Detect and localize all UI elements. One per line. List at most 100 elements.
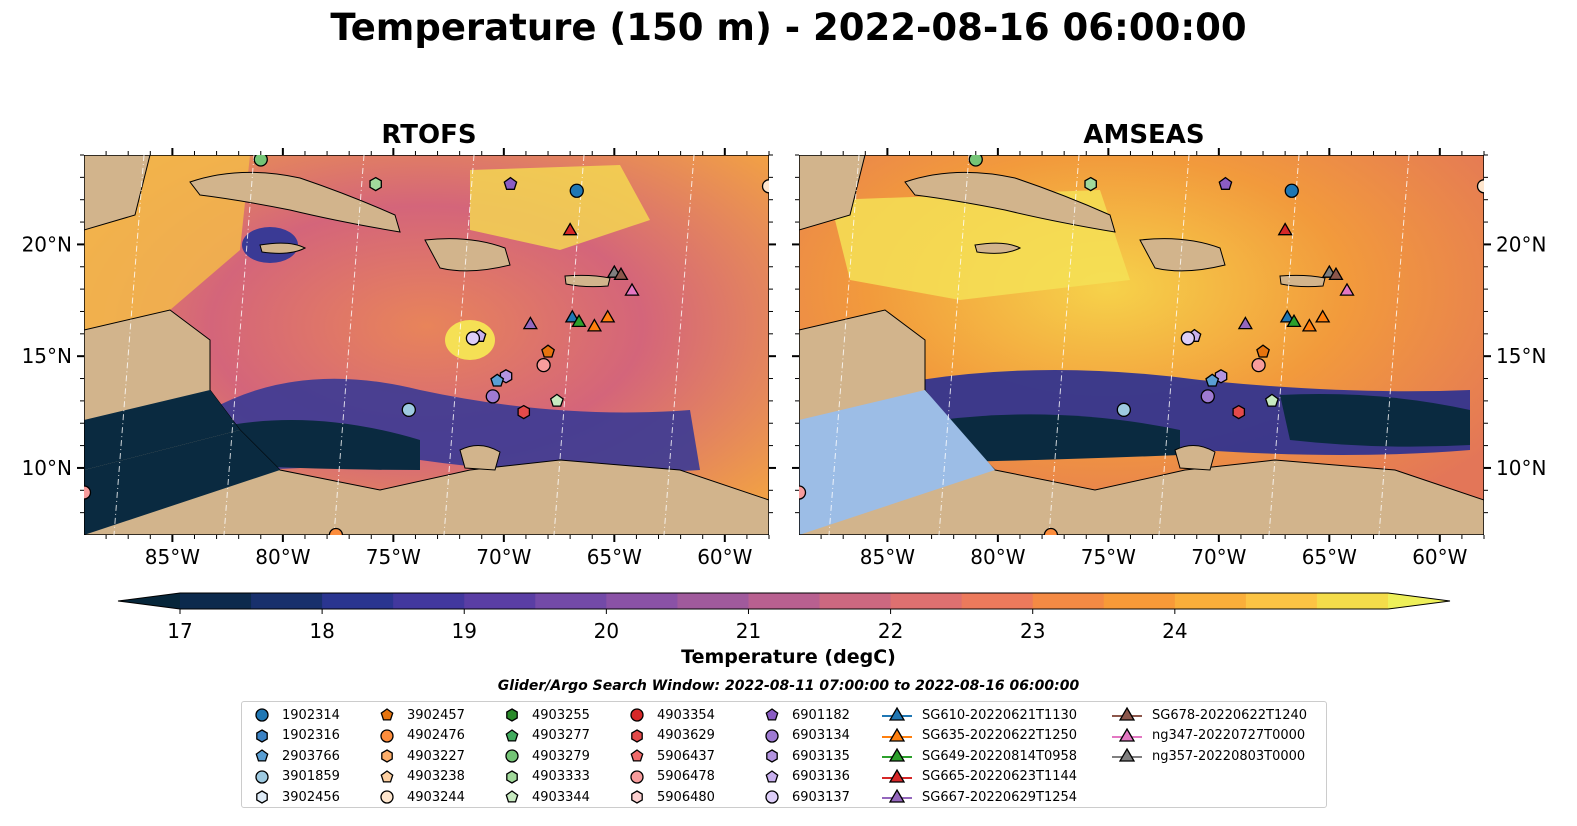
observation-marker — [1043, 527, 1059, 535]
legend-item: 6903134 — [762, 726, 850, 746]
legend-item: 4903238 — [377, 767, 465, 787]
boundary-line — [1048, 154, 1080, 536]
boundary-line — [938, 154, 970, 536]
colorbar-tick-label: 21 — [736, 619, 761, 643]
map-panel-amseas — [799, 155, 1484, 535]
legend-label: 4903333 — [532, 769, 590, 784]
pentagon-marker-icon — [765, 769, 779, 783]
observation-marker — [613, 266, 629, 281]
legend-label: 5906480 — [657, 789, 715, 805]
land-hispaniola — [424, 238, 511, 272]
circle-marker-icon — [380, 728, 394, 743]
observation-marker — [1200, 389, 1215, 404]
pentagon-marker-icon — [255, 749, 269, 762]
lon-tick-label: 65°W — [1302, 545, 1357, 569]
legend: 1902314 1902316 2903766 3901859 3902456 39024… — [241, 701, 1327, 808]
triangle-marker-icon — [1112, 727, 1142, 742]
legend-item: 4903344 — [502, 787, 590, 807]
legend-label: 4903629 — [657, 728, 715, 743]
colorbar-tick-label: 23 — [1020, 619, 1045, 643]
land-puerto-rico — [564, 274, 611, 288]
pentagon-marker-icon — [380, 708, 394, 721]
observation-marker — [1116, 402, 1131, 417]
boundary-line — [443, 154, 475, 536]
map-panel-rtofs — [84, 155, 769, 535]
triangle-marker-icon — [888, 706, 906, 721]
legend-label: 5906478 — [657, 769, 715, 784]
legend-item: 4903255 — [502, 705, 590, 725]
land-central-south-america — [799, 309, 1484, 535]
hexagon-marker-icon — [766, 749, 778, 763]
colorbar-segment — [677, 593, 749, 609]
pentagon-marker-icon — [630, 749, 644, 762]
pentagon-marker-icon — [630, 749, 644, 762]
legend-label: 3901859 — [282, 769, 340, 784]
observation-marker — [1284, 183, 1299, 198]
boundary-line — [553, 154, 585, 536]
observation-marker — [1218, 176, 1233, 190]
observation-marker — [253, 155, 268, 167]
boundary-line — [1268, 154, 1300, 536]
lon-tick-label: 75°W — [366, 545, 421, 569]
colorbar-segment — [606, 593, 678, 609]
observation-marker — [569, 183, 584, 198]
circle-marker-icon — [765, 728, 779, 743]
observation-marker — [465, 331, 481, 346]
observation-marker — [1264, 393, 1279, 407]
legend-item: 3902456 — [252, 787, 340, 807]
pacific-deep-water — [84, 390, 240, 470]
triangle-marker-icon — [882, 727, 912, 742]
pentagon-marker-icon — [255, 749, 269, 762]
cold-water-core — [1280, 394, 1470, 447]
land-paraguana — [1174, 445, 1216, 471]
circle-marker-icon — [765, 790, 779, 804]
lon-tick-label: 85°W — [145, 545, 200, 569]
legend-label: 4903227 — [407, 748, 465, 764]
legend-label: SG678-20220622T1240 — [1152, 707, 1308, 723]
triangle-marker-icon — [882, 706, 912, 721]
pacific-shelf-water — [799, 390, 995, 535]
colorbar-label: Temperature (degC) — [681, 646, 896, 668]
lon-tick-label: 85°W — [860, 545, 915, 569]
panel-title-rtofs: RTOFS — [381, 120, 477, 150]
circle-marker-icon — [765, 728, 779, 743]
triangle-marker-icon — [888, 727, 906, 742]
circle-marker-icon — [630, 769, 644, 784]
legend-label: 6903137 — [792, 789, 850, 805]
hexagon-marker-icon — [631, 728, 643, 743]
observation-marker — [1256, 344, 1270, 358]
observation-marker — [1237, 316, 1253, 330]
colorbar-segment — [1103, 593, 1176, 609]
observation-marker — [536, 357, 551, 373]
colorbar-segment — [180, 593, 252, 609]
lon-tick-label: 70°W — [1191, 545, 1246, 569]
legend-label: 1902316 — [282, 728, 340, 743]
legend-label: 6903136 — [792, 769, 850, 784]
hexagon-marker-icon — [256, 790, 268, 804]
lon-tick-label: 80°W — [970, 545, 1025, 569]
legend-item: SG678-20220622T1240 — [1112, 705, 1307, 725]
lat-tick-label: 20°N — [22, 232, 72, 256]
observation-marker — [562, 222, 578, 236]
lat-tick-label: 15°N — [1496, 344, 1546, 368]
legend-item: 4903333 — [502, 767, 590, 787]
legend-item: 5906478 — [627, 767, 715, 787]
legend-item: SG665-20220623T1144 — [882, 767, 1077, 787]
hexagon-marker-icon — [256, 790, 268, 804]
legend-item: 6903136 — [762, 767, 850, 787]
boundary-line — [828, 154, 860, 536]
hexagon-marker-icon — [506, 769, 518, 784]
pentagon-marker-icon — [380, 708, 394, 721]
colorbar-tick-label: 19 — [452, 619, 477, 643]
legend-item: 3901859 — [252, 767, 340, 787]
legend-label: 6901182 — [792, 707, 850, 723]
colorbar-tick-label: 18 — [309, 619, 334, 643]
legend-label: SG649-20220814T0958 — [922, 748, 1078, 764]
boundary-line — [1158, 154, 1190, 536]
observation-marker — [571, 313, 587, 328]
legend-label: 6903134 — [792, 728, 850, 743]
observation-marker — [401, 402, 416, 417]
pentagon-marker-icon — [505, 790, 519, 803]
lon-tick-label: 75°W — [1081, 545, 1136, 569]
colorbar-segment — [1316, 593, 1389, 609]
